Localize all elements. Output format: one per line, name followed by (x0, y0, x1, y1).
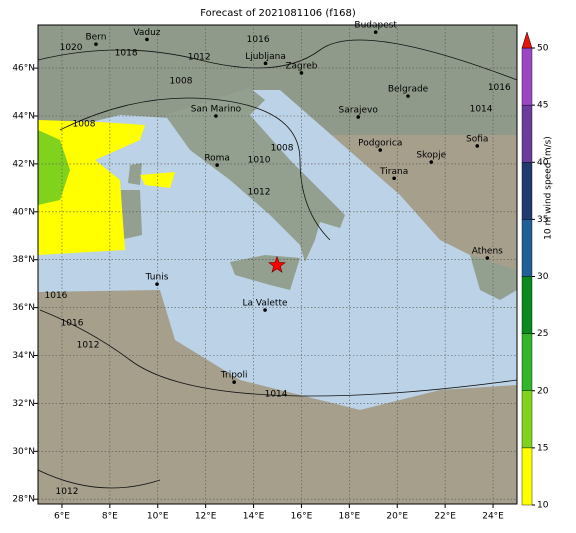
colorbar-segment (521, 47, 533, 106)
lat-tick-label: 32°N (12, 399, 35, 409)
city-dot (475, 144, 480, 148)
city-label: Tunis (145, 273, 169, 283)
city-label: Budapest (354, 21, 397, 31)
lon-tick-label: 16°E (291, 512, 313, 522)
lat-tick-label: 36°N (12, 303, 35, 313)
city-label: Tripoli (220, 371, 248, 381)
title: Forecast of 2021081106 (f168) (200, 8, 356, 19)
lat-tick-label: 34°N (12, 351, 35, 361)
city-label: Sarajevo (339, 105, 379, 115)
lat-tick-label: 42°N (12, 159, 35, 169)
isobar-label: 1008 (73, 120, 96, 130)
colorbar-segment (521, 219, 533, 277)
isobar-label: 1016 (45, 291, 68, 301)
city-label: Tirana (379, 167, 408, 177)
city-label: Roma (204, 154, 230, 164)
isobar-label: 1018 (115, 49, 138, 59)
city-dot (406, 94, 410, 98)
city-label: Bern (85, 33, 106, 43)
colorbar-extend (521, 31, 533, 49)
colorbar-tick-label: 10 (537, 501, 549, 511)
colorbar-segment (521, 333, 533, 391)
city-dot (94, 42, 98, 46)
city-dot (232, 380, 236, 384)
colorbar-tick-label: 20 (537, 386, 549, 396)
isobar-label: 1016 (488, 83, 511, 93)
city-label: Athens (472, 247, 503, 257)
lon-tick-label: 6°E (54, 512, 70, 522)
city-dot (485, 256, 490, 260)
lon-tick-label: 22°E (434, 512, 456, 522)
colorbar-segment (521, 276, 533, 334)
lon-tick-label: 14°E (243, 512, 265, 522)
city-dot (373, 30, 378, 34)
lon-tick-label: 20°E (386, 512, 408, 522)
isobar-label: 1012 (77, 341, 100, 351)
colorbar-tick-label: 45 (537, 101, 548, 111)
colorbar-segment (521, 162, 533, 220)
colorbar-segment (521, 447, 533, 506)
city-dot (263, 308, 267, 312)
isobar-label: 1010 (248, 156, 271, 166)
city-dot (155, 282, 159, 286)
colorbar-segment (521, 104, 533, 163)
city-dot (299, 71, 304, 75)
isobar-label: 1012 (248, 188, 271, 198)
lat-tick-label: 30°N (12, 447, 35, 457)
isobar-label: 1016 (61, 319, 84, 329)
isobar-label: 1020 (60, 43, 83, 53)
city-label: Ljubljana (245, 52, 286, 62)
lon-tick-label: 8°E (102, 512, 118, 522)
city-label: Belgrade (388, 85, 429, 95)
city-label: La Valette (243, 299, 288, 309)
colorbar-tick-label: 15 (537, 443, 548, 453)
colorbar-label: 10 m wind speed (m/s) (544, 136, 554, 240)
lon-tick-label: 12°E (195, 512, 217, 522)
city-dot (356, 115, 361, 119)
colorbar-tick-label: 30 (537, 272, 549, 282)
city-label: Podgorica (358, 139, 402, 149)
lat-tick-label: 38°N (12, 255, 35, 265)
lat-tick-label: 40°N (12, 207, 35, 217)
lat-tick-label: 46°N (12, 64, 35, 74)
city-dot (214, 114, 218, 118)
city-dot (429, 160, 434, 164)
map-frame (37, 24, 518, 505)
lon-tick-label: 10°E (147, 512, 169, 522)
lon-tick-label: 24°E (482, 512, 504, 522)
isobar-label: 1012 (188, 53, 211, 63)
lat-tick-label: 28°N (12, 495, 35, 505)
city-label: Zagreb (285, 61, 317, 71)
colorbar-tick-label: 50 (537, 44, 549, 54)
city-dot (215, 163, 219, 167)
lat-tick-label: 44°N (12, 112, 35, 122)
event-marker (268, 255, 286, 273)
isobar-label: 1016 (247, 35, 270, 45)
city-label: Sofia (466, 134, 488, 144)
isobar-label: 1012 (56, 487, 79, 497)
city-label: Skopje (416, 150, 446, 160)
isobar-label: 1008 (271, 144, 294, 154)
colorbar-tick-label: 40 (537, 158, 549, 168)
city-label: Vaduz (133, 28, 160, 38)
isobar-label: 1014 (265, 390, 288, 400)
colorbar-tick-label: 35 (537, 215, 548, 225)
city-dot (263, 61, 268, 66)
isobar-label: 1008 (170, 77, 193, 87)
city-dot (145, 37, 149, 42)
city-dot (378, 148, 383, 152)
colorbar-tick-label: 25 (537, 329, 548, 339)
isobar-label: 1014 (470, 104, 493, 114)
city-label: San Marino (191, 105, 242, 115)
colorbar-segment (521, 390, 533, 449)
lon-tick-label: 18°E (339, 512, 361, 522)
city-dot (392, 176, 396, 181)
